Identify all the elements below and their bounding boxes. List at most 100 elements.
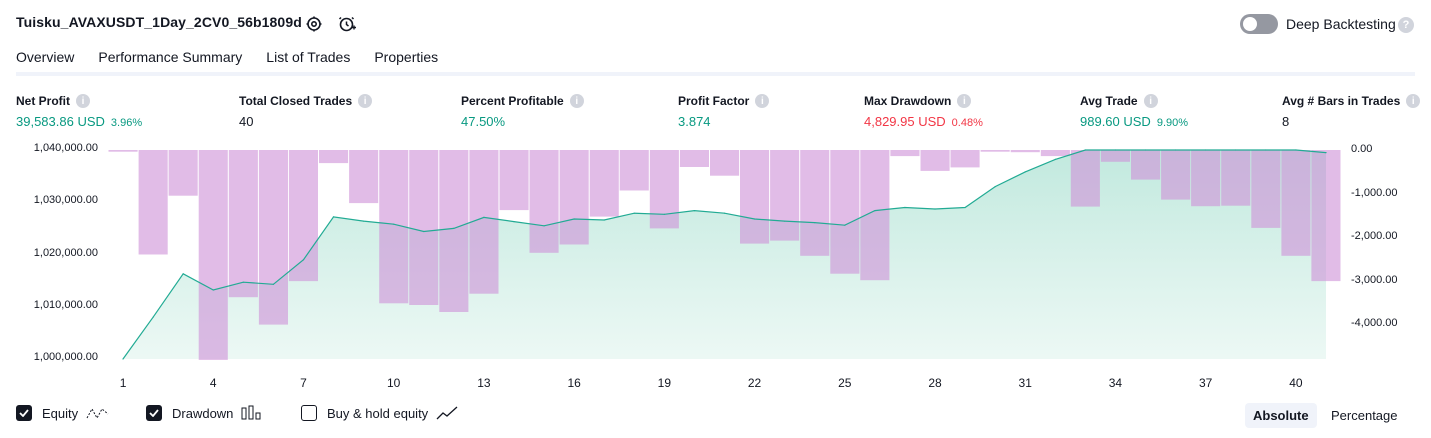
equity-point xyxy=(1205,149,1207,151)
drawdown-bar xyxy=(499,150,529,211)
percentage-button[interactable]: Percentage xyxy=(1331,408,1398,423)
x-axis-tick: 1 xyxy=(119,376,127,390)
drawdown-bar xyxy=(469,150,499,294)
drawdown-bar xyxy=(890,150,920,157)
legend-buy-hold[interactable]: Buy & hold equity xyxy=(301,405,458,421)
drawdown-bar xyxy=(920,150,950,171)
metric-label-text: Net Profit xyxy=(16,94,70,108)
drawdown-bar xyxy=(950,150,980,168)
drawdown-bar xyxy=(649,150,679,229)
buy-hold-line-icon xyxy=(436,406,458,420)
drawdown-bar xyxy=(800,150,830,256)
x-axis-tick: 25 xyxy=(838,376,852,390)
drawdown-bar xyxy=(258,150,288,325)
drawdown-bar xyxy=(619,150,649,191)
metric-label-text: Total Closed Trades xyxy=(239,94,353,108)
tab-list-of-trades[interactable]: List of Trades xyxy=(266,49,351,65)
x-axis-tick: 13 xyxy=(477,376,491,390)
metric-value-text: 4,829.95 USD xyxy=(864,114,946,129)
drawdown-bar xyxy=(740,150,770,244)
x-axis-tick: 10 xyxy=(387,376,401,390)
metric-value-text: 989.60 USD xyxy=(1080,114,1151,129)
metric-label: Avg Trade i xyxy=(1080,94,1188,108)
legend-drawdown[interactable]: Drawdown xyxy=(146,405,261,421)
drawdown-bar xyxy=(679,150,709,167)
metric-label: Max Drawdown i xyxy=(864,94,983,108)
equity-point xyxy=(1325,152,1327,154)
metric-percent: 9.90% xyxy=(1156,117,1189,129)
x-axis-tick: 16 xyxy=(567,376,581,390)
buy-hold-checkbox[interactable] xyxy=(301,405,317,421)
metric-label: Net Profit i xyxy=(16,94,142,108)
drawdown-bar xyxy=(288,150,318,282)
metric-label-text: Avg Trade xyxy=(1080,94,1138,108)
absolute-button[interactable]: Absolute xyxy=(1245,403,1317,428)
settings-icon[interactable] xyxy=(303,13,325,35)
left-axis-tick: 1,020,000.00 xyxy=(33,246,98,259)
drawdown-checkbox[interactable] xyxy=(146,405,162,421)
drawdown-bar xyxy=(589,150,619,217)
equity-point xyxy=(1084,149,1086,151)
equity-checkbox[interactable] xyxy=(16,405,32,421)
drawdown-bar xyxy=(138,150,168,255)
metric-profit-factor: Profit Factor i 3.874 xyxy=(678,94,770,129)
drawdown-bar xyxy=(1191,150,1221,207)
help-icon[interactable]: ? xyxy=(1398,17,1414,33)
equity-point xyxy=(423,230,425,233)
right-axis-tick: -4,000.00 xyxy=(1351,317,1398,330)
drawdown-bar xyxy=(710,150,740,176)
info-icon[interactable]: i xyxy=(957,94,972,108)
metric-label-text: Avg # Bars in Trades xyxy=(1282,94,1401,108)
metric-percent: 3.96% xyxy=(110,117,143,129)
metric-net-profit: Net Profit i 39,583.86 USD 3.96% xyxy=(16,94,142,129)
metric-avg-trade: Avg Trade i 989.60 USD 9.90% xyxy=(1080,94,1188,129)
info-icon[interactable]: i xyxy=(76,94,90,108)
metric-label-text: Percent Profitable xyxy=(461,94,564,108)
metric-value: 4,829.95 USD 0.48% xyxy=(864,114,983,129)
equity-point xyxy=(1054,158,1056,160)
left-axis-tick: 1,040,000.00 xyxy=(33,142,98,154)
drawdown-bar xyxy=(1281,150,1311,256)
equity-point xyxy=(844,224,846,226)
info-icon[interactable]: i xyxy=(358,94,373,108)
equity-point xyxy=(152,316,154,318)
equity-point xyxy=(603,219,605,221)
deep-backtesting-toggle[interactable] xyxy=(1240,14,1278,34)
equity-point xyxy=(1114,149,1117,151)
equity-point xyxy=(754,218,756,220)
equity-point xyxy=(272,283,274,285)
equity-point xyxy=(1144,149,1147,151)
metric-label: Percent Profitable i xyxy=(461,94,584,108)
drawdown-bar xyxy=(770,150,800,241)
metric-label: Total Closed Trades i xyxy=(239,94,373,108)
metric-value-text: 8 xyxy=(1282,114,1290,129)
drawdown-bar xyxy=(108,150,138,152)
legend-equity[interactable]: Equity xyxy=(16,405,110,421)
equity-point xyxy=(242,281,244,283)
info-icon[interactable]: i xyxy=(755,94,770,108)
metric-label-text: Max Drawdown xyxy=(864,94,952,108)
equity-point xyxy=(513,221,515,223)
metric-total-closed-trades: Total Closed Trades i 40 xyxy=(239,94,373,129)
drawdown-bar xyxy=(1100,150,1130,162)
metric-value-text: 39,583.86 USD xyxy=(16,114,105,129)
drawdown-bar xyxy=(830,150,860,274)
equity-point xyxy=(723,212,726,214)
info-icon[interactable]: i xyxy=(1406,94,1421,108)
right-axis-tick: 0.00 xyxy=(1351,143,1373,155)
drawdown-bar xyxy=(168,150,198,196)
tab-properties[interactable]: Properties xyxy=(374,49,439,65)
drawdown-bar xyxy=(349,150,379,204)
drawdown-label: Drawdown xyxy=(172,405,234,421)
metric-value: 40 xyxy=(239,114,372,129)
tab-performance-summary[interactable]: Performance Summary xyxy=(98,49,243,65)
info-icon[interactable]: i xyxy=(1143,94,1158,108)
x-axis-tick: 28 xyxy=(928,376,942,390)
drawdown-bar xyxy=(409,150,439,305)
info-icon[interactable]: i xyxy=(569,94,584,108)
add-alert-icon[interactable] xyxy=(336,13,358,35)
equity-point xyxy=(934,208,936,210)
drawdown-bar xyxy=(439,150,469,312)
left-axis-tick: 1,010,000.00 xyxy=(33,298,98,311)
